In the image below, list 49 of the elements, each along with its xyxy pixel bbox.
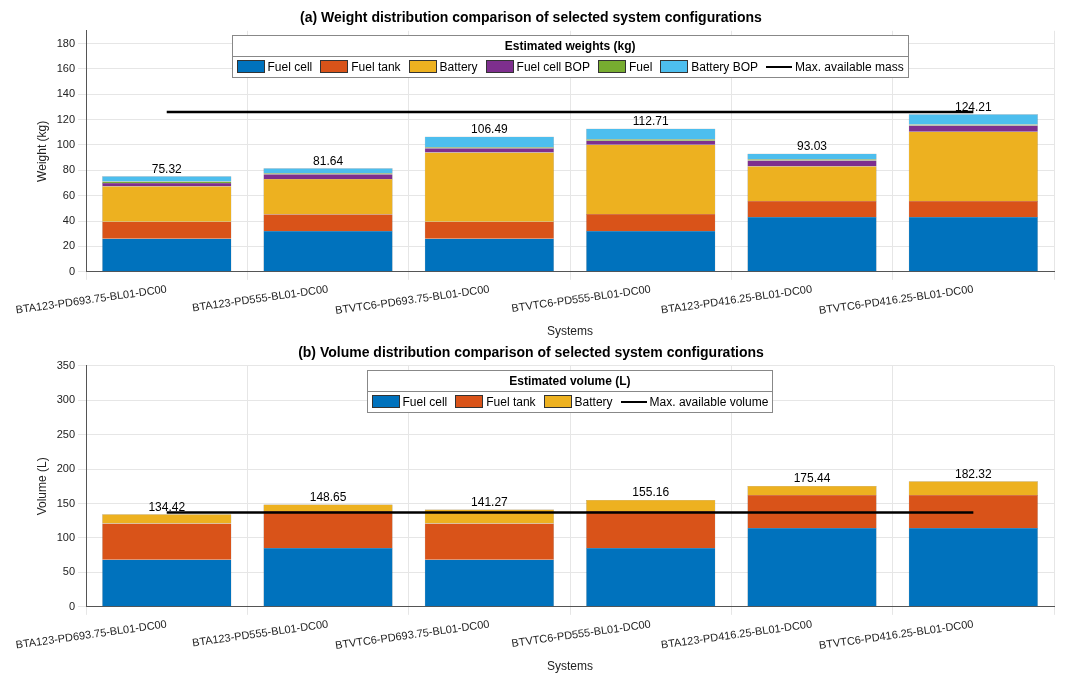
y-tick-label: 160 — [56, 61, 76, 74]
y-tick-label: 0 — [68, 264, 76, 277]
chart-title: (b) Volume distribution comparison of selected system configurations — [298, 344, 765, 361]
y-tick-label: 50 — [62, 565, 76, 578]
legend-label: Fuel tank — [486, 394, 536, 409]
legend-label: Battery BOP — [691, 59, 758, 74]
y-tick-label: 20 — [62, 239, 76, 252]
total-label: 75.32 — [151, 161, 183, 176]
total-label: 93.03 — [797, 139, 828, 154]
legend-label: Fuel cell — [267, 59, 313, 74]
y-tick-label: 40 — [62, 214, 76, 227]
legend-label: Max. available volume — [649, 394, 769, 409]
y-tick-label: 180 — [56, 36, 76, 49]
legend-label: Battery — [439, 59, 478, 74]
x-axis-title: Systems — [547, 659, 594, 674]
legend-label: Fuel — [628, 59, 653, 74]
total-label: 148.65 — [309, 489, 347, 504]
y-tick-label: 60 — [62, 188, 76, 201]
total-label: 182.32 — [954, 466, 993, 481]
y-tick-label: 80 — [62, 163, 76, 176]
total-label: 141.27 — [471, 494, 509, 509]
legend-label: Battery — [574, 394, 613, 409]
total-label: 124.21 — [954, 99, 993, 114]
y-axis-title: Volume (L) — [34, 457, 49, 516]
legend-label: Max. available mass — [795, 59, 904, 74]
legend-label: Fuel cell BOP — [516, 59, 590, 74]
total-label: 155.16 — [632, 485, 670, 500]
total-label: 112.71 — [632, 114, 669, 129]
total-label: 175.44 — [793, 471, 831, 486]
total-label: 134.42 — [148, 499, 186, 514]
y-tick-label: 140 — [56, 87, 76, 100]
total-label: 106.49 — [471, 122, 509, 137]
y-tick-label: 0 — [68, 599, 76, 612]
y-tick-label: 150 — [56, 496, 76, 509]
y-tick-label: 300 — [56, 393, 76, 406]
legend-title: Estimated weights (kg) — [232, 35, 908, 57]
total-label: 81.64 — [313, 153, 344, 168]
y-axis-title: Weight (kg) — [34, 120, 49, 182]
y-tick-label: 120 — [56, 112, 76, 125]
legend-label: Fuel tank — [351, 59, 401, 74]
y-tick-label: 350 — [56, 358, 76, 371]
legend-title: Estimated volume (L) — [367, 370, 773, 392]
y-tick-label: 100 — [56, 531, 76, 543]
y-tick-label: 250 — [56, 427, 76, 440]
legend-label: Fuel cell — [402, 394, 448, 409]
chart-title: (a) Weight distribution comparison of selected system configurations — [300, 9, 763, 26]
x-axis-title: Systems — [547, 324, 594, 339]
y-tick-label: 100 — [56, 138, 76, 150]
y-tick-label: 200 — [56, 462, 76, 475]
